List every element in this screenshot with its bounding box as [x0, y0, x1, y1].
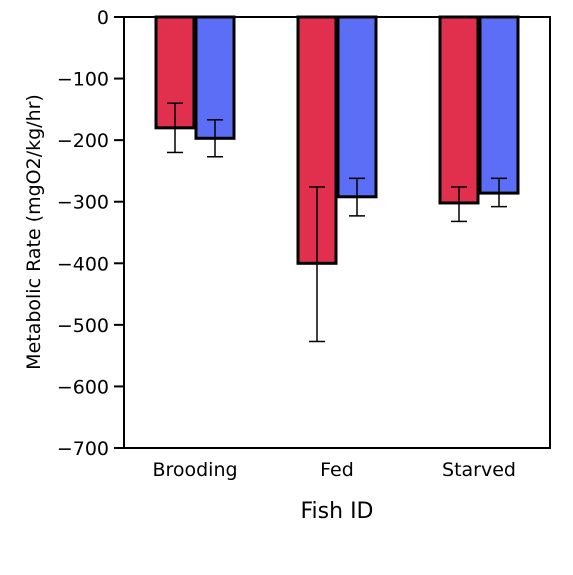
- x-tick-label-fed: Fed: [320, 459, 354, 481]
- x-axis: Brooding Fed Starved: [152, 459, 516, 481]
- x-tick-label-starved: Starved: [442, 459, 516, 481]
- y-tick-label: −300: [57, 192, 109, 214]
- y-tick-label: −100: [57, 69, 109, 91]
- y-tick-label: −500: [57, 315, 109, 337]
- error-bars-layer: [167, 102, 507, 343]
- x-tick-label-brooding: Brooding: [152, 459, 237, 481]
- y-tick-label: −200: [57, 130, 109, 152]
- bar-starved-series-2: [478, 15, 520, 195]
- y-tick-label: −400: [57, 253, 109, 275]
- bar-fed-series-2: [336, 15, 378, 199]
- x-axis-title: Fish ID: [301, 499, 374, 524]
- y-tick-label: −700: [57, 438, 109, 460]
- plot-frame: [123, 16, 551, 449]
- y-tick-label: 0: [97, 7, 109, 29]
- bars-layer: [154, 15, 520, 265]
- bar-starved-series-1: [438, 15, 480, 205]
- y-tick-label: −600: [57, 376, 109, 398]
- y-axis: 0 −100 −200 −300 −400 −500 −600 −700: [57, 7, 124, 460]
- y-axis-title: Metabolic Rate (mgO2/kg/hr): [23, 94, 45, 370]
